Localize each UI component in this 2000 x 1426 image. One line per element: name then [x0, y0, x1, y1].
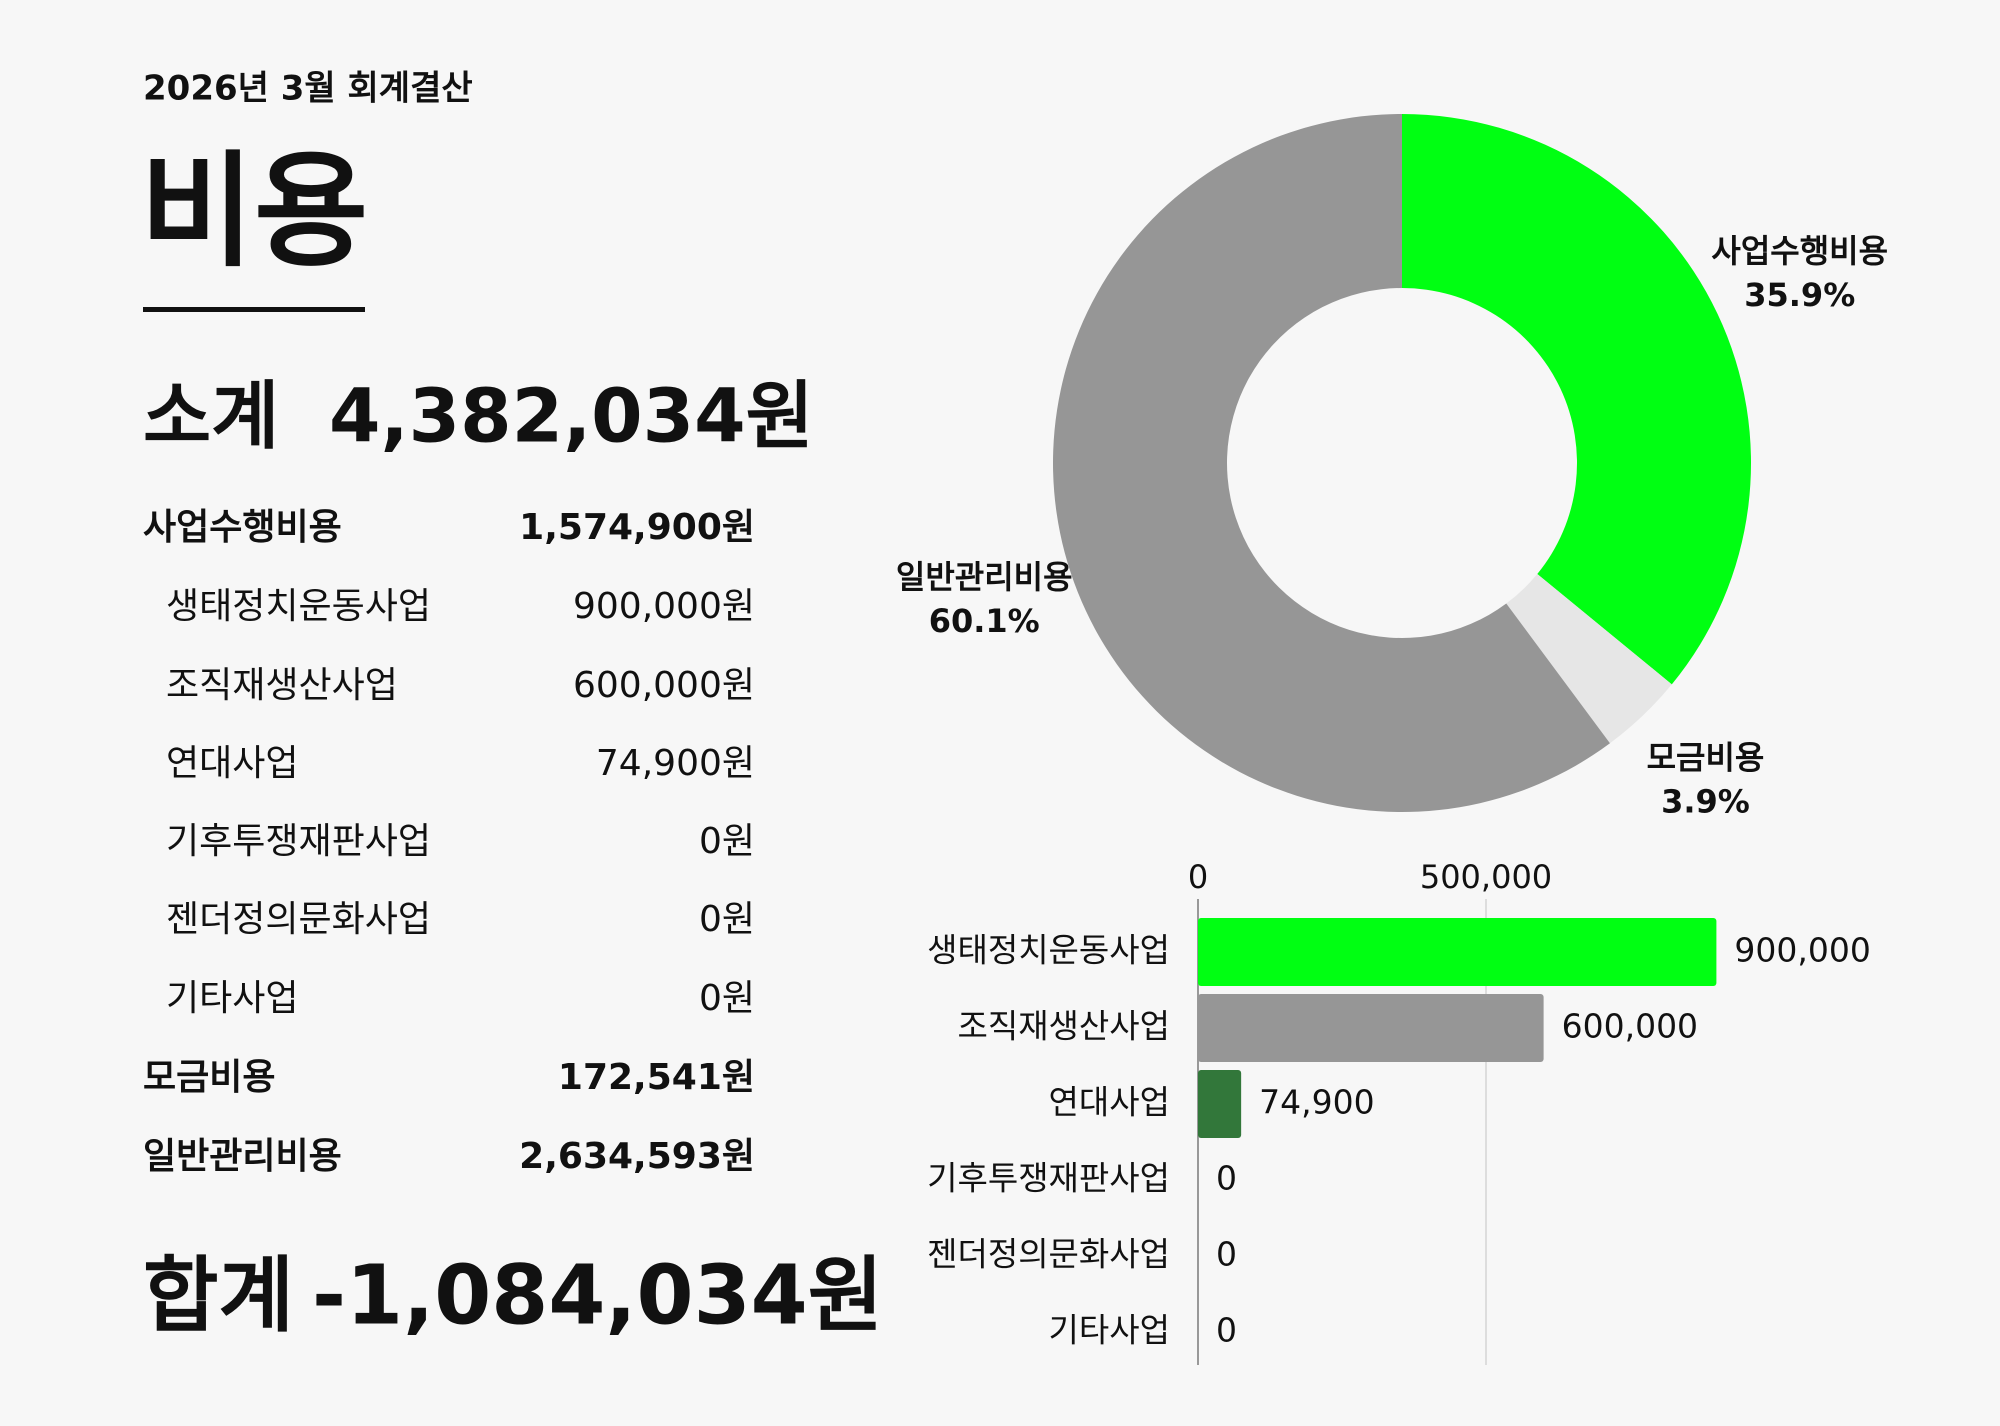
- value-label: 0: [1216, 1159, 1237, 1198]
- donut-slice: [1402, 114, 1751, 685]
- subtitle: 2026년 3월 회계결산: [143, 69, 473, 109]
- value-label: 0: [1216, 1235, 1237, 1274]
- row-label: 기타사업: [166, 978, 298, 1019]
- row-value: 900,000원: [573, 586, 755, 627]
- row-label: 젠더정의문화사업: [166, 899, 431, 940]
- row-value: 0원: [699, 821, 755, 862]
- row-value: 2,634,593원: [519, 1136, 755, 1177]
- slice-value: 60.1%: [929, 602, 1040, 640]
- slice-label: 사업수행비용: [1711, 232, 1888, 270]
- bar: [1198, 918, 1717, 986]
- bar: [1198, 1070, 1242, 1138]
- row-value: 74,900원: [596, 743, 755, 784]
- row-label: 모금비용: [143, 1057, 275, 1098]
- donut-slice: [1053, 114, 1610, 812]
- value-label: 900,000: [1734, 931, 1870, 970]
- x-tick-label: 500,000: [1420, 858, 1552, 896]
- slice-label: 일반관리비용: [896, 558, 1073, 596]
- slice-label: 모금비용: [1647, 739, 1765, 777]
- value-label: 74,900: [1259, 1083, 1374, 1122]
- bar: [1198, 994, 1544, 1062]
- category-label: 기후투쟁재판사업: [927, 1159, 1170, 1198]
- row-label: 일반관리비용: [143, 1136, 342, 1177]
- total-value: -1,084,034원: [312, 1248, 883, 1343]
- category-label: 조직재생산사업: [957, 1007, 1170, 1046]
- value-label: 600,000: [1562, 1007, 1698, 1046]
- row-label: 조직재생산사업: [166, 665, 398, 706]
- title-underline: [143, 307, 365, 312]
- category-label: 생태정치운동사업: [927, 931, 1170, 970]
- category-label: 젠더정의문화사업: [927, 1235, 1170, 1274]
- x-tick-label: 0: [1188, 858, 1208, 896]
- title: 비용: [140, 140, 368, 284]
- slice-value: 35.9%: [1744, 276, 1855, 314]
- donut-slice: [1506, 574, 1672, 744]
- row-value: 600,000원: [573, 665, 755, 706]
- value-label: 0: [1216, 1311, 1237, 1350]
- row-label: 사업수행비용: [143, 507, 342, 548]
- row-value: 0원: [699, 899, 755, 940]
- row-label: 연대사업: [166, 743, 298, 784]
- row-value: 1,574,900원: [519, 507, 755, 548]
- row-label: 기후투쟁재판사업: [166, 821, 431, 862]
- category-label: 연대사업: [1049, 1083, 1170, 1122]
- row-value: 0원: [699, 978, 755, 1019]
- row-label: 생태정치운동사업: [166, 586, 431, 627]
- row-value: 172,541원: [558, 1057, 755, 1098]
- subtotal-value: 4,382,034원: [329, 374, 814, 460]
- category-label: 기타사업: [1049, 1311, 1170, 1350]
- subtotal-label: 소계: [143, 374, 279, 460]
- total-label: 합계: [143, 1248, 294, 1343]
- slice-value: 3.9%: [1661, 783, 1750, 821]
